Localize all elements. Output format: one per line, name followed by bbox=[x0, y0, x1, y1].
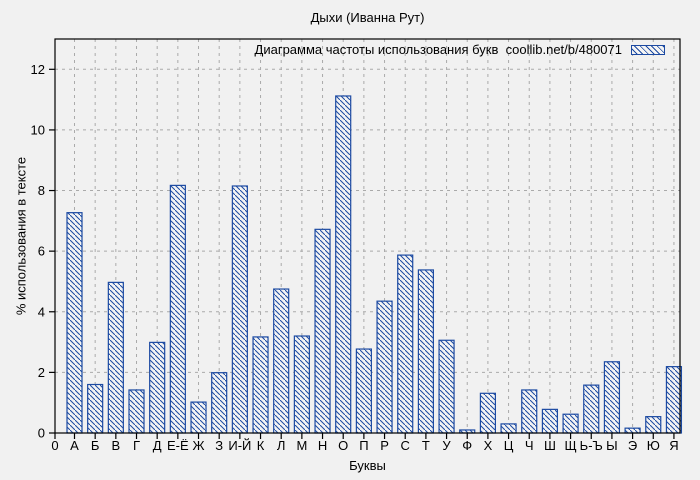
x-axis-title: Буквы bbox=[349, 458, 386, 473]
bar-Р bbox=[376, 300, 393, 434]
bar-И-Й bbox=[231, 185, 248, 434]
x-origin-label: 0 bbox=[51, 438, 58, 453]
x-tick-label: С bbox=[401, 438, 410, 453]
bar-О bbox=[335, 95, 352, 434]
x-tick-label: Ч bbox=[525, 438, 534, 453]
x-tick-label: Ы bbox=[606, 438, 618, 453]
x-tick-label: Б bbox=[91, 438, 100, 453]
y-axis-title: % использования в тексте bbox=[13, 156, 29, 316]
bar-Ш bbox=[541, 408, 559, 434]
x-tick-label: Г bbox=[133, 438, 140, 453]
y-tick-label: 2 bbox=[38, 365, 45, 380]
bar-Щ bbox=[562, 413, 579, 434]
x-tick-label: Х bbox=[484, 438, 493, 453]
y-tick-label: 10 bbox=[31, 122, 45, 137]
bar-В bbox=[107, 281, 124, 434]
x-tick-label: Ж bbox=[193, 438, 205, 453]
x-tick-label: Д bbox=[153, 438, 162, 453]
bar-М bbox=[293, 335, 310, 434]
bar-Ы bbox=[603, 361, 621, 434]
bar-Ь-Ъ bbox=[583, 384, 600, 434]
x-tick-label: Р bbox=[380, 438, 389, 453]
legend-swatch-hatch-icon bbox=[631, 45, 665, 55]
x-tick-label: П bbox=[359, 438, 368, 453]
bar-Э bbox=[624, 427, 641, 434]
x-tick-label: К bbox=[257, 438, 265, 453]
x-tick-label: Я bbox=[669, 438, 678, 453]
x-tick-label: У bbox=[442, 438, 451, 453]
legend: Диаграмма частоты использования букв coo… bbox=[255, 43, 665, 57]
x-tick-label: В bbox=[112, 438, 121, 453]
y-tick-label: 0 bbox=[38, 426, 45, 441]
bar-Я bbox=[665, 366, 683, 434]
bar-Т bbox=[417, 269, 434, 434]
y-tick-label: 4 bbox=[38, 304, 45, 319]
x-tick-label: Э bbox=[628, 438, 637, 453]
bar-П bbox=[355, 348, 372, 434]
bar-Г bbox=[128, 389, 145, 434]
bar-А bbox=[66, 212, 83, 434]
bar-Н bbox=[314, 228, 331, 434]
x-tick-label: Е-Ё bbox=[167, 438, 189, 453]
x-tick-label: Л bbox=[277, 438, 286, 453]
x-tick-label: Ь-Ъ bbox=[580, 438, 603, 453]
y-tick-label: 6 bbox=[38, 244, 45, 259]
bar-Ч bbox=[521, 389, 538, 434]
x-tick-label: Ш bbox=[544, 438, 556, 453]
bar-С bbox=[397, 254, 414, 434]
bar-Д bbox=[149, 341, 166, 434]
y-tick-label: 12 bbox=[31, 62, 45, 77]
x-tick-label: Ф bbox=[462, 438, 472, 453]
x-tick-label: Ц bbox=[504, 438, 514, 453]
x-tick-label: А bbox=[70, 438, 79, 453]
x-tick-label: Н bbox=[318, 438, 327, 453]
x-tick-label: М bbox=[296, 438, 307, 453]
bar-К bbox=[252, 336, 269, 434]
bar-Б bbox=[87, 383, 104, 434]
y-tick-label: 8 bbox=[38, 183, 45, 198]
bar-Х bbox=[479, 392, 496, 434]
x-tick-label: Т bbox=[422, 438, 430, 453]
x-tick-label: З bbox=[215, 438, 223, 453]
bar-Е-Ё bbox=[169, 184, 186, 434]
bar-Ж bbox=[190, 401, 207, 434]
x-tick-label: О bbox=[338, 438, 348, 453]
x-tick-label: Ю bbox=[647, 438, 660, 453]
bar-Ц bbox=[500, 423, 517, 434]
bar-Ю bbox=[645, 416, 662, 434]
bar-У bbox=[438, 339, 455, 434]
bar-Л bbox=[273, 288, 290, 434]
plot-border bbox=[54, 38, 681, 434]
x-tick-label: Щ bbox=[564, 438, 576, 453]
chart-title: Дыхи (Иванна Рут) bbox=[310, 10, 425, 25]
x-tick-label: И-Й bbox=[228, 438, 251, 453]
legend-label: Диаграмма частоты использования букв coo… bbox=[254, 42, 622, 57]
bar-З bbox=[211, 372, 228, 434]
